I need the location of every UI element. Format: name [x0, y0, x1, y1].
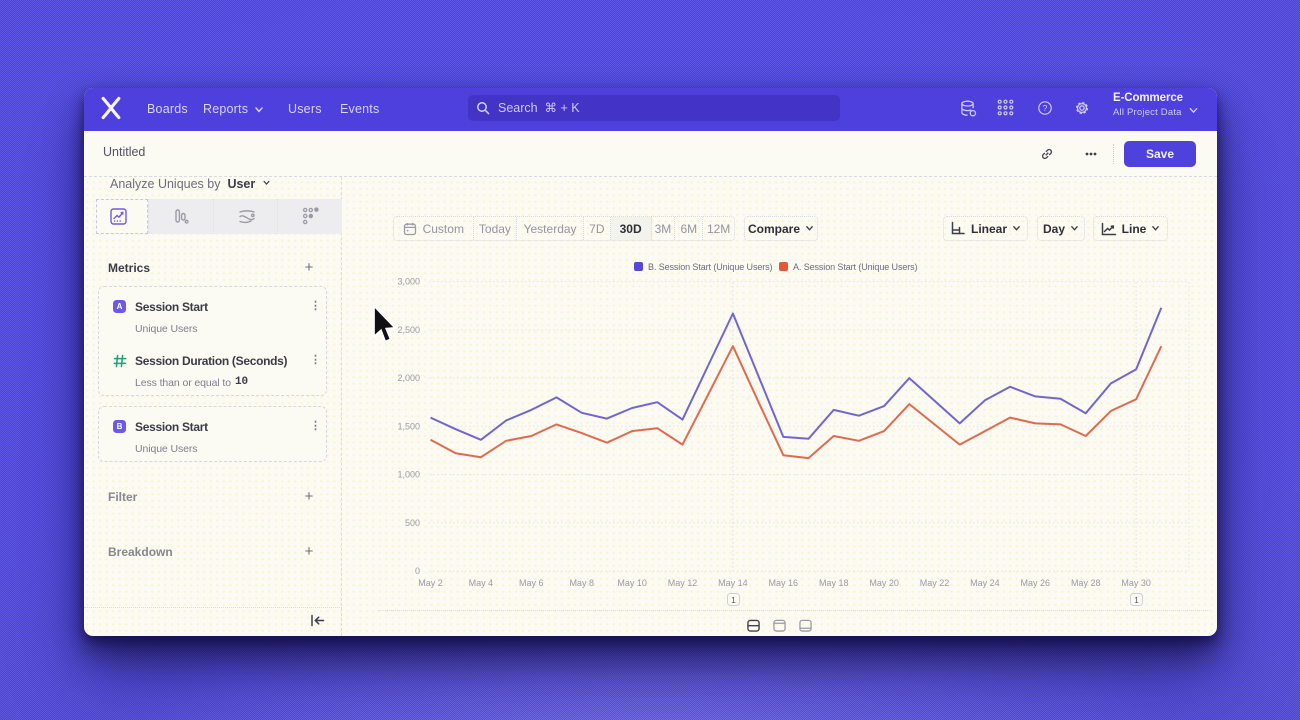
svg-text:May 4: May 4 [469, 578, 494, 588]
svg-text:2,500: 2,500 [397, 325, 420, 335]
svg-text:May 22: May 22 [920, 578, 950, 588]
svg-text:May 10: May 10 [617, 578, 647, 588]
svg-text:3,000: 3,000 [397, 277, 420, 287]
svg-text:May 26: May 26 [1021, 578, 1051, 588]
svg-text:May 6: May 6 [519, 578, 544, 588]
svg-text:May 20: May 20 [869, 578, 899, 588]
svg-text:1,000: 1,000 [397, 470, 420, 480]
svg-text:1,500: 1,500 [397, 421, 420, 431]
svg-text:May 12: May 12 [668, 578, 698, 588]
svg-text:May 16: May 16 [769, 578, 799, 588]
svg-text:May 28: May 28 [1071, 578, 1101, 588]
svg-text:May 18: May 18 [819, 578, 849, 588]
svg-text:0: 0 [415, 566, 420, 576]
svg-text:May 2: May 2 [418, 578, 443, 588]
svg-text:2,000: 2,000 [397, 373, 420, 383]
svg-text:May 14: May 14 [718, 578, 748, 588]
svg-text:May 8: May 8 [569, 578, 594, 588]
svg-text:500: 500 [405, 518, 420, 528]
svg-text:?: ? [1043, 103, 1048, 113]
svg-text:May 24: May 24 [970, 578, 1000, 588]
svg-text:May 30: May 30 [1121, 578, 1151, 588]
